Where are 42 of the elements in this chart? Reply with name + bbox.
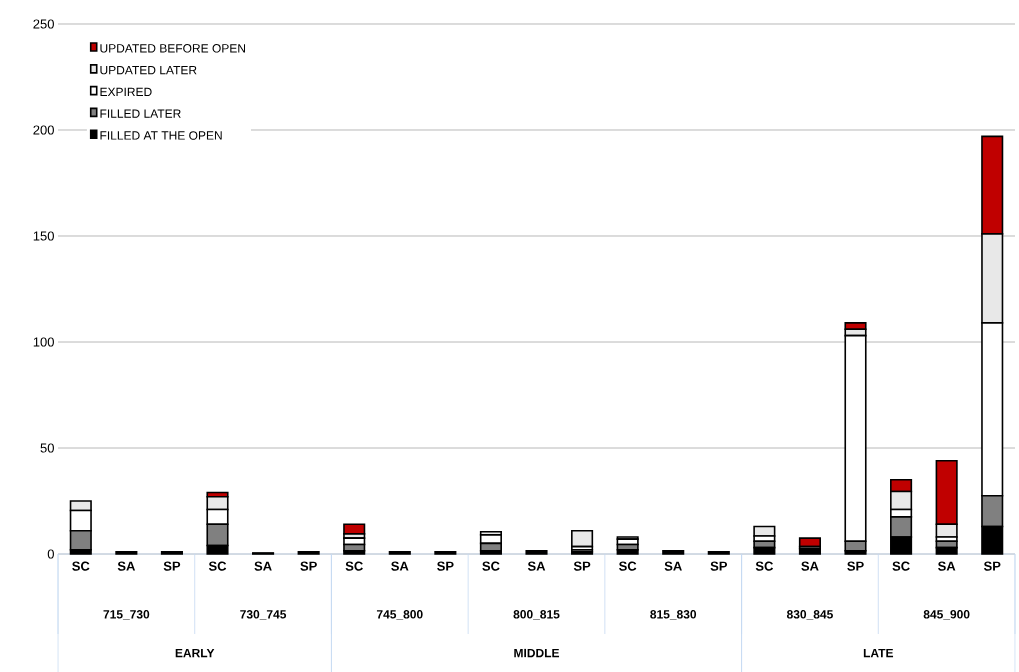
x-tick-label: SA — [254, 561, 272, 571]
x-tick-label: SP — [437, 561, 454, 571]
x-tick-label: SC — [482, 561, 500, 571]
legend-label: UPDATED LATER — [100, 65, 197, 75]
x-tick-label: SA — [117, 561, 136, 571]
text: 715_730 — [103, 610, 150, 620]
y-tick-label: 0 — [47, 549, 54, 559]
x-tick-label: SC — [892, 561, 910, 571]
x-tick-label: SA — [938, 561, 956, 571]
x-tick-label: SA — [664, 561, 682, 571]
text: 830_845 — [786, 610, 833, 620]
x-tick-label: SP — [573, 561, 591, 571]
text: EARLY — [175, 648, 215, 658]
text: 745_800 — [376, 610, 423, 620]
x-tick-label: SC — [755, 561, 774, 571]
legend-label: UPDATED BEFORE OPEN — [100, 44, 245, 53]
y-tick-label: 250 — [33, 19, 54, 29]
x-tick-label: SA — [527, 561, 546, 571]
x-tick-label: SP — [163, 561, 181, 571]
x-tick-label: SP — [710, 561, 728, 571]
text: MIDDLE — [514, 648, 560, 658]
x-tick-label: SP — [983, 561, 1001, 571]
x-tick-label: SP — [847, 561, 864, 571]
x-tick-label: SP — [300, 561, 317, 571]
text: 815_830 — [650, 610, 697, 620]
text: 730_745 — [240, 610, 287, 620]
text: LATE — [863, 648, 894, 658]
x-tick-label: SC — [619, 561, 637, 571]
y-tick-label: 150 — [33, 231, 54, 241]
y-tick-label: 100 — [33, 337, 54, 347]
text: 845_900 — [923, 610, 970, 620]
x-tick-label: SC — [345, 561, 363, 571]
legend-label: FILLED LATER — [100, 109, 181, 118]
x-tick-label: SA — [801, 561, 819, 571]
x-tick-label: SC — [208, 561, 227, 571]
y-tick-label: 200 — [33, 125, 54, 135]
legend-label: FILLED AT THE OPEN — [100, 131, 222, 140]
legend-label: EXPIRED — [100, 87, 152, 96]
y-tick-label: 50 — [40, 443, 54, 453]
text: 800_815 — [513, 610, 560, 620]
x-tick-label: SA — [391, 561, 409, 571]
x-tick-label: SC — [72, 561, 90, 571]
